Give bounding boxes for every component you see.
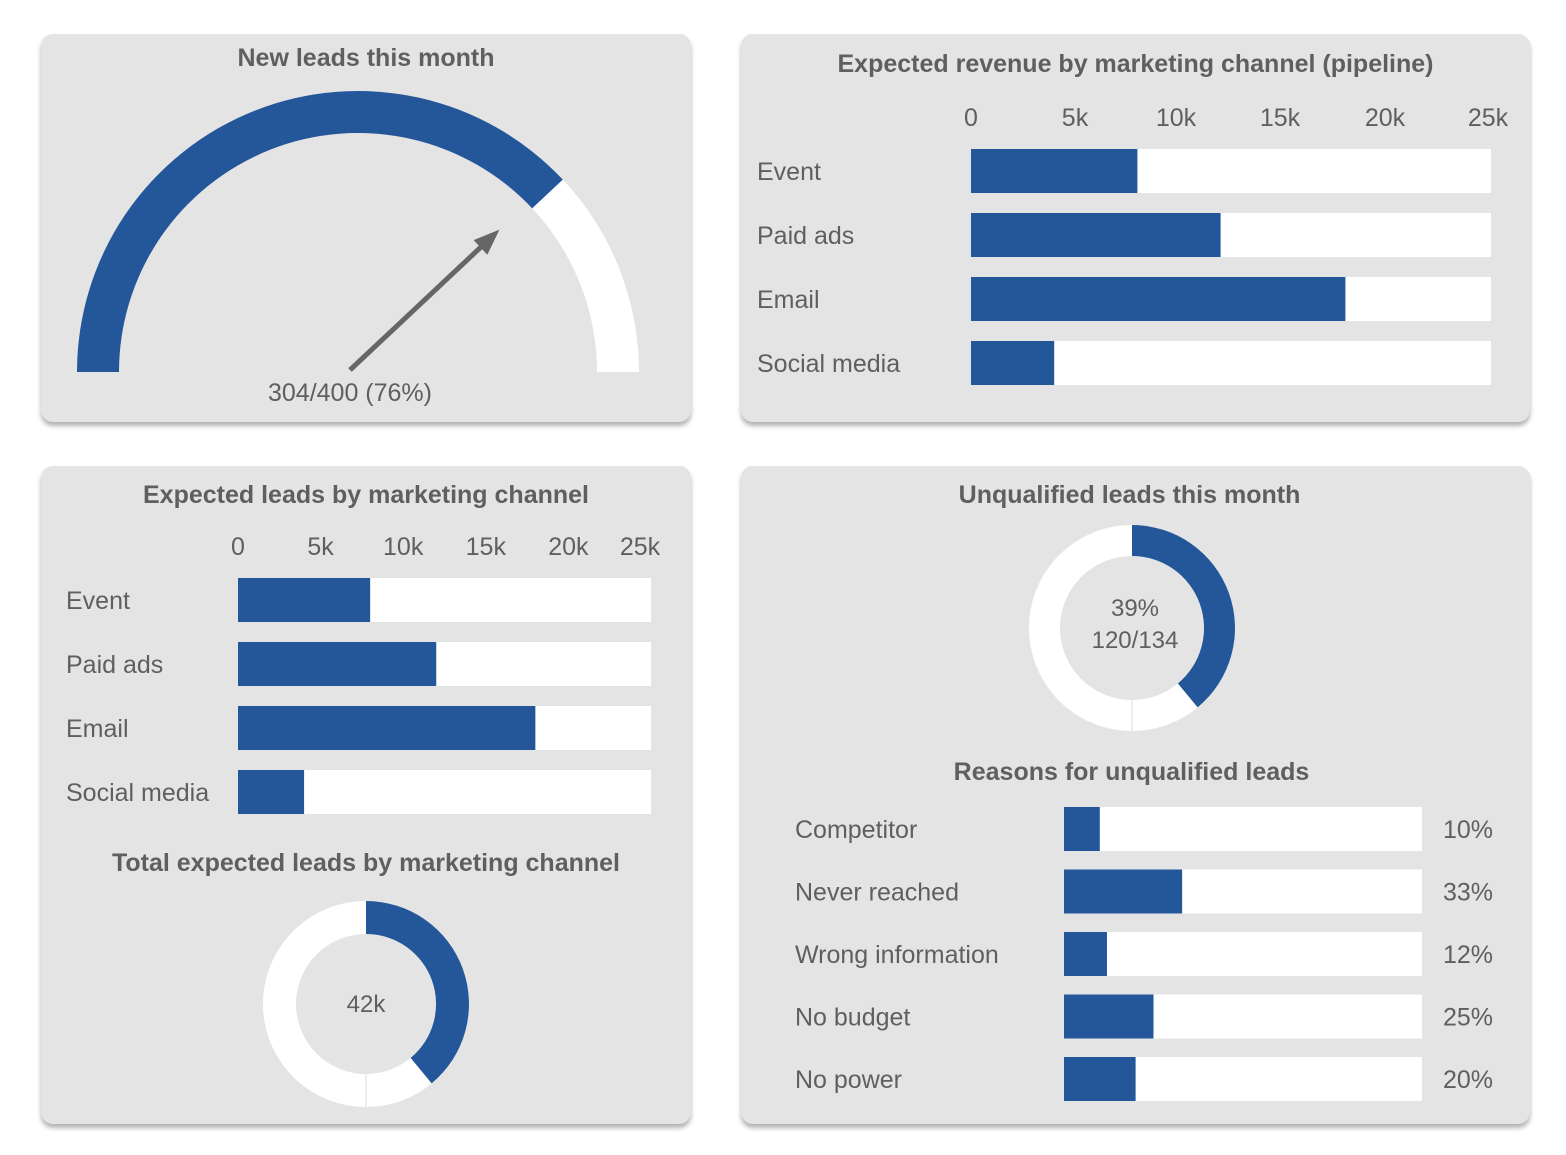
unqualified-leads-chart: 39% 120/134 Competitor 10% Never reached 33% W… (795, 525, 1493, 1101)
gauge-needle (348, 237, 491, 372)
x-tick-label: 15k (466, 533, 507, 561)
category-label: Wrong information (795, 941, 999, 969)
value-label: 33% (1443, 879, 1493, 907)
x-tick-label: 25k (620, 533, 661, 561)
x-tick-label: 20k (548, 533, 589, 561)
category-label: Event (757, 158, 821, 186)
category-label: No budget (795, 1004, 910, 1032)
x-tick-label: 15k (1260, 104, 1301, 132)
new-leads-title: New leads this month (237, 44, 495, 72)
category-label: Email (757, 286, 820, 314)
unqualified-count-label: 120/134 (1092, 627, 1179, 654)
gauge-value-label: 304/400 (76%) (268, 379, 432, 407)
bar-no-power (1064, 1057, 1136, 1101)
total-leads-donut-value-arc (366, 901, 469, 1084)
bar-event (238, 578, 371, 622)
value-label: 25% (1443, 1004, 1493, 1032)
x-tick-label: 0 (231, 533, 245, 561)
x-tick-label: 5k (1062, 104, 1089, 132)
unqualified-donut-value-arc (1132, 525, 1235, 708)
category-label: Social media (66, 779, 209, 807)
category-label: Never reached (795, 879, 959, 907)
x-tick-label: 0 (964, 104, 978, 132)
expected-leads-chart: 0 5k 10k 15k 20k 25k Event Paid ads Email Social … (66, 533, 661, 1107)
expected-revenue-chart: 0 5k 10k 15k 20k 25k Event Paid ads Email Social … (757, 104, 1509, 385)
x-tick-label: 10k (1156, 104, 1197, 132)
bar-event (971, 149, 1138, 193)
category-label: Competitor (795, 816, 917, 844)
x-tick-label: 25k (1468, 104, 1509, 132)
unqualified-leads-title: Unqualified leads this month (958, 481, 1301, 509)
bar-no-budget (1064, 994, 1154, 1039)
total-expected-leads-title: Total expected leads by marketing channe… (111, 849, 621, 877)
bar-wrong-information (1064, 932, 1107, 976)
bar-email (971, 277, 1346, 321)
gauge-value-arc (77, 90, 563, 373)
unqualified-reasons-title: Reasons for unqualified leads (953, 758, 1310, 786)
value-label: 10% (1443, 816, 1493, 844)
x-tick-label: 20k (1365, 104, 1406, 132)
total-leads-center-label: 42k (347, 991, 387, 1018)
expected-leads-title: Expected leads by marketing channel (143, 481, 589, 509)
gauge-needle-arrowhead-icon (473, 229, 500, 255)
new-leads-card: New leads this month 304/400 (76%) (41, 34, 691, 422)
value-label: 12% (1443, 941, 1493, 969)
category-label: Event (66, 587, 130, 615)
value-label: 20% (1443, 1066, 1493, 1094)
bar-track (1064, 932, 1422, 976)
unqualified-leads-card: Unqualified leads this month Reasons for… (741, 466, 1530, 1124)
bar-track (971, 341, 1491, 385)
bar-social-media (238, 770, 305, 814)
expected-revenue-card: Expected revenue by marketing channel (p… (741, 34, 1530, 422)
category-label: No power (795, 1066, 902, 1094)
unqualified-percent-label: 39% (1111, 595, 1159, 622)
x-tick-label: 10k (383, 533, 424, 561)
bar-never-reached (1064, 869, 1183, 914)
category-label: Paid ads (757, 222, 854, 250)
bar-competitor (1064, 807, 1100, 851)
bar-paid-ads (971, 213, 1221, 257)
bar-email (238, 706, 536, 750)
bar-paid-ads (238, 642, 437, 686)
bar-social-media (971, 341, 1055, 385)
bar-track (1064, 807, 1422, 851)
expected-leads-card: Expected leads by marketing channel Tota… (41, 466, 691, 1124)
bar-track (238, 770, 651, 814)
category-label: Paid ads (66, 651, 163, 679)
x-tick-label: 5k (307, 533, 334, 561)
new-leads-gauge: 304/400 (76%) (77, 90, 639, 407)
gauge-remaining-arc (532, 179, 639, 372)
expected-revenue-title: Expected revenue by marketing channel (p… (837, 50, 1434, 78)
category-label: Social media (757, 350, 900, 378)
category-label: Email (66, 715, 129, 743)
